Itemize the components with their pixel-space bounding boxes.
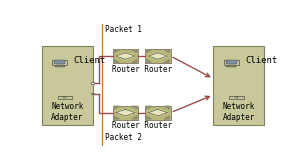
Bar xyxy=(42,46,93,125)
Bar xyxy=(55,66,65,67)
Polygon shape xyxy=(114,106,119,109)
Polygon shape xyxy=(116,53,135,59)
Bar xyxy=(113,49,138,63)
Bar xyxy=(91,93,94,94)
Bar xyxy=(91,82,94,84)
Polygon shape xyxy=(164,116,169,119)
Polygon shape xyxy=(114,116,119,119)
Bar xyxy=(54,60,65,64)
Bar xyxy=(226,60,237,64)
Polygon shape xyxy=(132,60,137,62)
Bar xyxy=(58,96,72,99)
Bar xyxy=(113,106,138,120)
Polygon shape xyxy=(132,116,137,119)
Bar xyxy=(229,96,244,99)
Bar xyxy=(145,49,171,63)
Bar xyxy=(57,65,63,66)
Bar xyxy=(235,97,238,98)
Text: Client: Client xyxy=(74,56,106,65)
Polygon shape xyxy=(164,60,169,62)
Text: Packet 1: Packet 1 xyxy=(105,25,141,34)
Polygon shape xyxy=(116,109,135,116)
Polygon shape xyxy=(132,106,137,109)
Text: Network
Adapter: Network Adapter xyxy=(51,102,84,122)
Polygon shape xyxy=(164,106,169,109)
Bar xyxy=(52,60,68,65)
Polygon shape xyxy=(147,50,152,52)
Bar xyxy=(228,65,234,66)
Bar xyxy=(213,46,265,125)
Polygon shape xyxy=(132,50,137,52)
Text: Packet 2: Packet 2 xyxy=(105,133,141,142)
Polygon shape xyxy=(114,50,119,52)
Polygon shape xyxy=(147,116,152,119)
Polygon shape xyxy=(148,109,167,116)
Polygon shape xyxy=(147,106,152,109)
Text: Client: Client xyxy=(245,56,277,65)
Bar xyxy=(63,97,66,98)
Bar xyxy=(224,60,239,65)
Polygon shape xyxy=(164,50,169,52)
Text: Router Router: Router Router xyxy=(112,121,172,130)
Text: Router Router: Router Router xyxy=(112,65,172,74)
Bar xyxy=(145,106,171,120)
Bar xyxy=(226,66,237,67)
Text: Network
Adapter: Network Adapter xyxy=(223,102,255,122)
Polygon shape xyxy=(114,60,119,62)
Polygon shape xyxy=(147,60,152,62)
Polygon shape xyxy=(148,53,167,59)
